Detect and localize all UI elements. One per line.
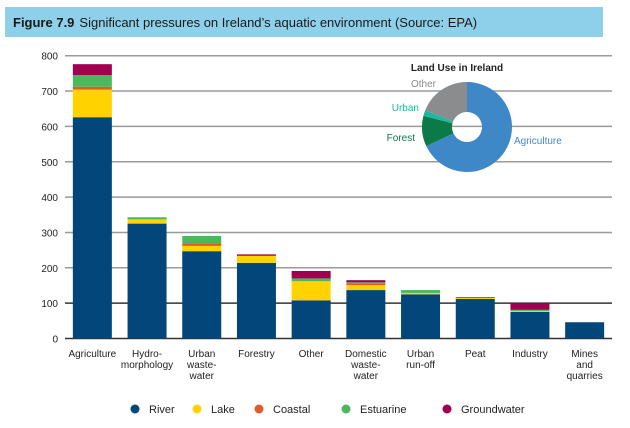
x-tick-label: Peat [465, 349, 486, 360]
y-tick-label: 100 [41, 299, 58, 310]
x-tick-label: Hydro- [132, 349, 162, 360]
bar-segment-estuarine [346, 282, 386, 284]
y-tick-label: 0 [52, 335, 58, 346]
legend-label: Coastal [273, 404, 310, 416]
x-tick-label: Industry [512, 349, 548, 360]
x-tick-label: Urban [188, 349, 215, 360]
x-tick-label: water [189, 371, 215, 382]
bar-segment-river [291, 300, 331, 339]
bar-segment-lake [510, 310, 550, 312]
bar-segment-river [182, 251, 222, 339]
bar-segment-lake [455, 297, 495, 299]
pie-slice-forest [422, 115, 454, 147]
x-tick-label: morphology [121, 360, 173, 371]
y-tick-label: 800 [41, 52, 58, 63]
figure-title: Figure 7.9 Significant pressures on Irel… [5, 7, 603, 37]
pie-slice-urban [423, 110, 454, 124]
bar-segment-coastal [346, 283, 386, 286]
legend-label: Estuarine [360, 404, 406, 416]
bar-segment-coastal [72, 86, 112, 90]
bar-segment-groundwater [346, 280, 386, 283]
bar-segment-groundwater [455, 297, 495, 298]
y-tick-label: 700 [41, 87, 58, 98]
bar-segment-lake [291, 281, 331, 301]
figure-caption: Significant pressures on Ireland’s aquat… [79, 14, 478, 30]
pie-label: Other [411, 79, 437, 90]
bar-segment-lake [401, 292, 441, 295]
bar-segment-groundwater [291, 270, 331, 279]
bar-segment-river [401, 294, 441, 339]
bar-segment-coastal [182, 243, 222, 246]
bar-segment-river [455, 298, 495, 339]
x-tick-label: Forestry [238, 349, 275, 360]
y-tick-label: 500 [41, 158, 58, 169]
bar-segment-river [346, 290, 386, 339]
bar-segment-river [236, 262, 276, 339]
bar-segment-estuarine [510, 309, 550, 311]
x-tick-label: Mines [571, 349, 598, 360]
bar-segment-lake [72, 89, 112, 118]
legend-marker-coastal [254, 404, 264, 414]
legend-marker-estuarine [341, 404, 351, 414]
bar-segment-estuarine [291, 278, 331, 282]
bar-segment-lake [127, 219, 167, 224]
bar-segment-groundwater [72, 64, 112, 76]
x-tick-label: Urban [407, 349, 434, 360]
legend-marker-lake [192, 404, 202, 414]
bar-segment-lake [182, 245, 222, 252]
x-tick-label: waste- [350, 360, 380, 371]
x-tick-label: water [353, 371, 379, 382]
x-tick-label: Agriculture [68, 349, 116, 360]
x-tick-label: run-off [406, 360, 435, 371]
x-tick-label: waste- [186, 360, 216, 371]
bar-segment-estuarine [182, 235, 222, 244]
x-tick-label: Domestic [345, 349, 387, 360]
y-tick-label: 200 [41, 264, 58, 275]
x-tick-label: and [576, 360, 593, 371]
bar-segment-estuarine [401, 290, 441, 293]
legend-label: Lake [211, 404, 235, 416]
pie-slice-agriculture [426, 82, 513, 172]
x-tick-label: quarries [567, 371, 603, 382]
bar-segment-river [127, 223, 167, 339]
figure-label: Figure 7.9 [13, 14, 75, 30]
bar-segment-groundwater [236, 254, 276, 256]
pie-slice-other [425, 82, 467, 122]
legend-label: Groundwater [461, 404, 525, 416]
bar-segment-lake [236, 255, 276, 263]
bar-segment-lake [346, 285, 386, 291]
pie-title: Land Use in Ireland [411, 63, 503, 74]
y-tick-label: 600 [41, 122, 58, 133]
bar-segment-river [72, 117, 112, 339]
bar-segment-river [565, 322, 605, 339]
pie-label: Forest [387, 133, 416, 144]
bar-segment-groundwater [510, 303, 550, 310]
legend-label: River [149, 404, 175, 416]
pie-label: Urban [392, 103, 419, 114]
bar-segment-river [510, 311, 550, 339]
x-tick-label: Other [299, 349, 325, 360]
bar-segment-estuarine [72, 75, 112, 87]
y-tick-label: 400 [41, 193, 58, 204]
pie-label: Agriculture [514, 136, 562, 147]
legend-marker-river [130, 404, 140, 414]
legend-marker-groundwater [442, 404, 452, 414]
bar-segment-estuarine [127, 217, 167, 220]
y-tick-label: 300 [41, 228, 58, 239]
